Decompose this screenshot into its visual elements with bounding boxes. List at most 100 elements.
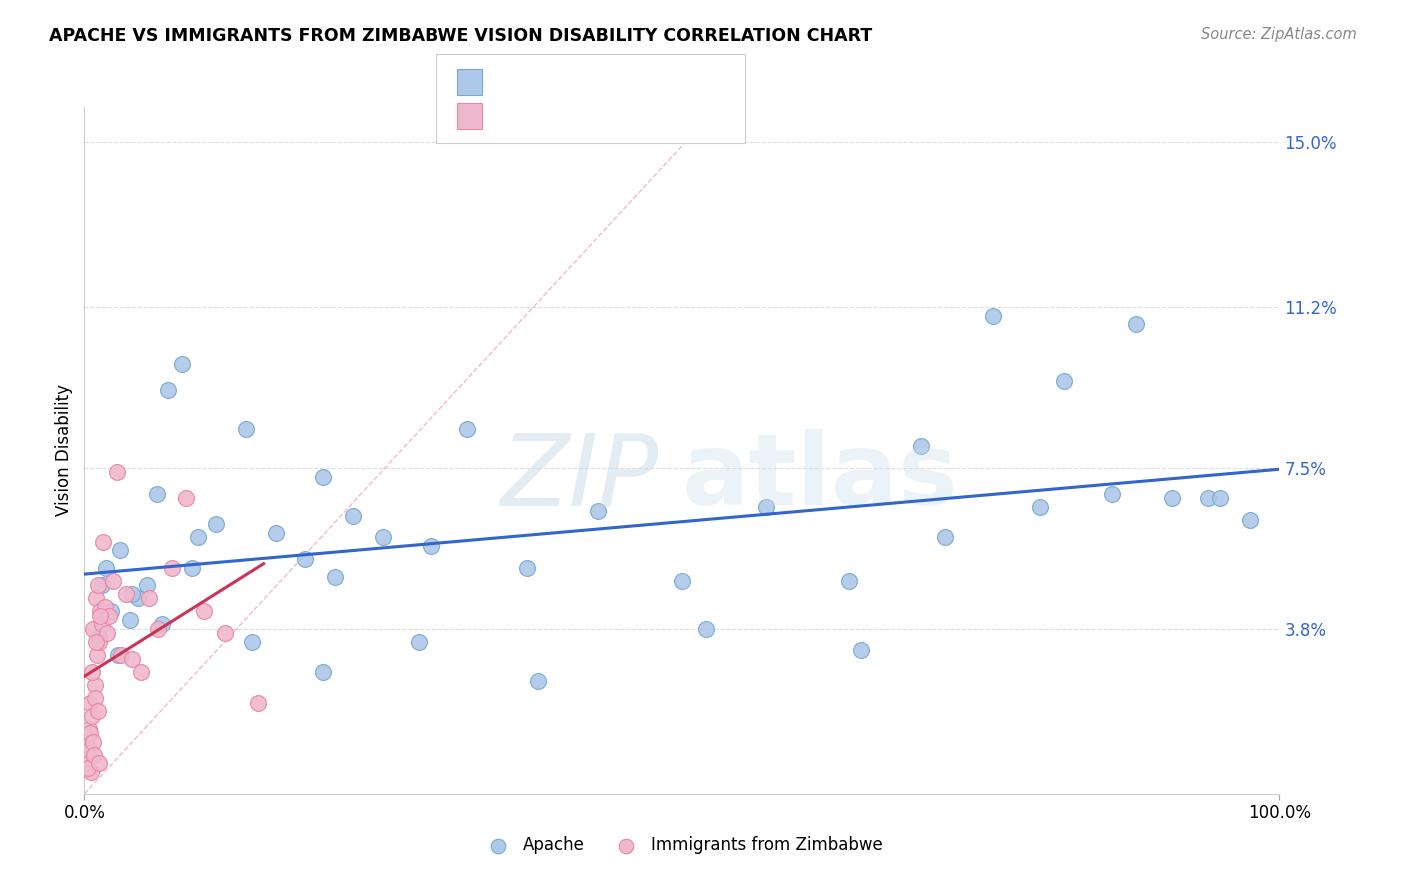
Point bbox=[325, 569, 347, 583]
Point bbox=[86, 648, 108, 662]
Point bbox=[115, 587, 138, 601]
Point bbox=[84, 691, 107, 706]
Point bbox=[90, 617, 112, 632]
Point bbox=[160, 561, 183, 575]
Point bbox=[94, 561, 117, 575]
Point bbox=[1197, 491, 1219, 506]
Point bbox=[98, 608, 121, 623]
Point bbox=[100, 604, 122, 618]
Point bbox=[172, 357, 194, 371]
Point bbox=[93, 599, 115, 614]
Legend: Apache, Immigrants from Zimbabwe: Apache, Immigrants from Zimbabwe bbox=[474, 830, 890, 861]
Point bbox=[342, 508, 364, 523]
Point bbox=[118, 613, 141, 627]
Point bbox=[588, 504, 610, 518]
Point bbox=[695, 622, 717, 636]
Point bbox=[240, 634, 263, 648]
Point bbox=[80, 765, 103, 780]
Point bbox=[101, 574, 124, 588]
Point bbox=[77, 722, 100, 736]
Y-axis label: Vision Disability: Vision Disability bbox=[55, 384, 73, 516]
Point bbox=[80, 665, 103, 680]
Point bbox=[174, 491, 197, 506]
Point bbox=[981, 309, 1004, 323]
Point bbox=[187, 530, 209, 544]
Point bbox=[851, 643, 873, 657]
Point bbox=[516, 561, 538, 575]
Text: APACHE VS IMMIGRANTS FROM ZIMBABWE VISION DISABILITY CORRELATION CHART: APACHE VS IMMIGRANTS FROM ZIMBABWE VISIO… bbox=[49, 27, 873, 45]
Point bbox=[312, 665, 335, 680]
Point bbox=[84, 591, 107, 606]
Point bbox=[129, 665, 152, 680]
Point bbox=[193, 604, 215, 618]
Point bbox=[150, 617, 173, 632]
Point bbox=[79, 696, 101, 710]
Point bbox=[91, 534, 114, 549]
Point bbox=[87, 756, 110, 771]
Point bbox=[671, 574, 693, 588]
Point bbox=[121, 652, 143, 666]
Point bbox=[205, 517, 228, 532]
Point bbox=[121, 587, 143, 601]
Point bbox=[1161, 491, 1184, 506]
Point bbox=[1101, 487, 1123, 501]
Point bbox=[264, 526, 287, 541]
Text: N = 42: N = 42 bbox=[619, 107, 686, 125]
Point bbox=[157, 383, 180, 397]
Point bbox=[76, 752, 98, 766]
Point bbox=[235, 422, 257, 436]
Text: atlas: atlas bbox=[682, 429, 959, 526]
Point bbox=[246, 696, 269, 710]
Point bbox=[1125, 318, 1147, 332]
Point bbox=[1209, 491, 1232, 506]
Point bbox=[87, 578, 110, 592]
Point bbox=[107, 648, 129, 662]
Text: R = 0.531: R = 0.531 bbox=[491, 107, 581, 125]
Point bbox=[105, 465, 128, 479]
Point bbox=[82, 708, 104, 723]
Text: Source: ZipAtlas.com: Source: ZipAtlas.com bbox=[1201, 27, 1357, 42]
Text: ZIP: ZIP bbox=[499, 429, 658, 526]
Point bbox=[83, 678, 105, 692]
Point bbox=[934, 530, 956, 544]
Point bbox=[91, 578, 114, 592]
Text: R = 0.299: R = 0.299 bbox=[491, 73, 581, 91]
Point bbox=[79, 726, 101, 740]
Point bbox=[96, 626, 118, 640]
Point bbox=[87, 631, 110, 645]
Point bbox=[89, 634, 111, 648]
Point bbox=[82, 735, 104, 749]
Point bbox=[75, 735, 97, 749]
Point bbox=[77, 743, 100, 757]
Point bbox=[214, 626, 236, 640]
Point bbox=[83, 747, 105, 762]
Point bbox=[312, 469, 335, 483]
Point bbox=[135, 578, 157, 592]
Point bbox=[420, 539, 443, 553]
Point bbox=[456, 422, 478, 436]
Point bbox=[1029, 500, 1052, 514]
Point bbox=[146, 487, 169, 501]
Point bbox=[110, 648, 132, 662]
Point bbox=[1053, 374, 1076, 388]
Point bbox=[77, 761, 100, 775]
Point bbox=[294, 552, 316, 566]
Point bbox=[127, 591, 149, 606]
Point bbox=[755, 500, 778, 514]
Point bbox=[148, 622, 170, 636]
Point bbox=[408, 634, 430, 648]
Point bbox=[89, 604, 111, 618]
Text: N = 48: N = 48 bbox=[619, 73, 686, 91]
Point bbox=[373, 530, 395, 544]
Point bbox=[181, 561, 204, 575]
Point bbox=[838, 574, 860, 588]
Point bbox=[138, 591, 160, 606]
Point bbox=[86, 634, 108, 648]
Point bbox=[1239, 513, 1261, 527]
Point bbox=[110, 543, 132, 558]
Point bbox=[910, 439, 932, 453]
Point bbox=[82, 622, 104, 636]
Point bbox=[89, 608, 111, 623]
Point bbox=[527, 673, 550, 688]
Point bbox=[86, 704, 108, 718]
